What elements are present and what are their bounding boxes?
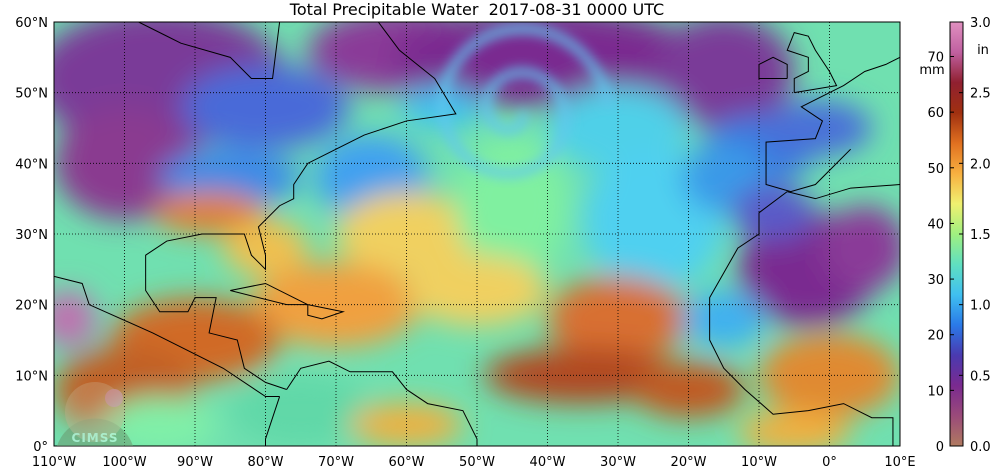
coastline xyxy=(54,275,280,398)
lat-label: 20°N xyxy=(15,299,48,314)
tpw-region xyxy=(681,290,767,348)
colorbar-in-label: 1.5 xyxy=(970,228,991,243)
tpw-region xyxy=(730,184,816,242)
tpw-region xyxy=(336,191,477,277)
colorbar-mm-label: 40 xyxy=(927,217,944,232)
colorbar-in-unit: in xyxy=(977,43,989,58)
coastline xyxy=(145,22,457,390)
colorbar-in-label: 2.0 xyxy=(970,157,991,172)
lon-label: 90°W xyxy=(177,455,213,470)
tpw-region xyxy=(759,99,872,157)
lon-label: 20°W xyxy=(671,455,707,470)
lon-label: 60°W xyxy=(389,455,425,470)
lon-label: 10°E xyxy=(884,455,915,470)
lon-label: 70°W xyxy=(318,455,354,470)
tpw-region xyxy=(822,205,900,291)
lat-label: 40°N xyxy=(15,157,48,172)
colorbar-mm-label: 30 xyxy=(927,273,944,288)
tpw-region xyxy=(54,290,97,348)
colorbar-mm-label: 0 xyxy=(936,440,944,455)
colorbar-in-label: 1.0 xyxy=(970,299,991,314)
lat-label: 10°N xyxy=(15,369,48,384)
tpw-region xyxy=(759,332,900,418)
cyclone-swirl xyxy=(438,24,613,178)
tpw-region xyxy=(737,410,851,446)
coastline xyxy=(786,32,838,94)
lon-label: 30°W xyxy=(600,455,636,470)
coastline xyxy=(758,56,788,80)
lon-label: 100°W xyxy=(102,455,146,470)
tpw-region xyxy=(152,191,266,235)
colorbar-mm-label: 70 xyxy=(927,50,944,65)
lat-label: 0° xyxy=(33,440,48,455)
tpw-region xyxy=(103,396,217,446)
colorbar-mm-label: 60 xyxy=(927,106,944,121)
colorbar-in-label: 0.0 xyxy=(970,440,991,455)
colorbar-mm-unit: mm xyxy=(919,63,944,78)
coastline xyxy=(265,396,281,446)
tpw-region xyxy=(230,375,372,446)
lon-label: 50°W xyxy=(459,455,495,470)
lat-label: 50°N xyxy=(15,87,48,102)
colorbar-mm-label: 10 xyxy=(927,384,944,399)
lon-label: 110°W xyxy=(32,455,76,470)
coastline xyxy=(307,304,345,320)
logo-text: CIMSS xyxy=(72,431,119,445)
coastline xyxy=(138,22,281,80)
lon-label: 80°W xyxy=(248,455,284,470)
colorbar-mm-label: 50 xyxy=(927,162,944,177)
coastline xyxy=(787,184,900,200)
tpw-region xyxy=(406,255,548,326)
lat-label: 60°N xyxy=(15,16,48,31)
lon-label: 40°W xyxy=(530,455,566,470)
coastline xyxy=(765,56,900,193)
lon-label: 10°W xyxy=(741,455,777,470)
tpw-field xyxy=(54,22,900,446)
cimss-logo: CIMSS xyxy=(57,382,133,446)
colorbar-in-label: 0.5 xyxy=(970,369,991,384)
colorbar-mm-label: 20 xyxy=(927,329,944,344)
map-title: Total Precipitable Water 2017-08-31 0000… xyxy=(289,0,665,19)
map-frame xyxy=(53,21,901,447)
tpw-region xyxy=(547,276,689,362)
lat-label: 30°N xyxy=(15,228,48,243)
coastline xyxy=(286,360,478,446)
tpw-region xyxy=(653,22,795,129)
coastline xyxy=(709,191,894,446)
colorbar-in-label: 2.5 xyxy=(970,87,991,102)
lon-label: 0° xyxy=(822,455,837,470)
colorbar-in-label: 3.0 xyxy=(970,16,991,31)
